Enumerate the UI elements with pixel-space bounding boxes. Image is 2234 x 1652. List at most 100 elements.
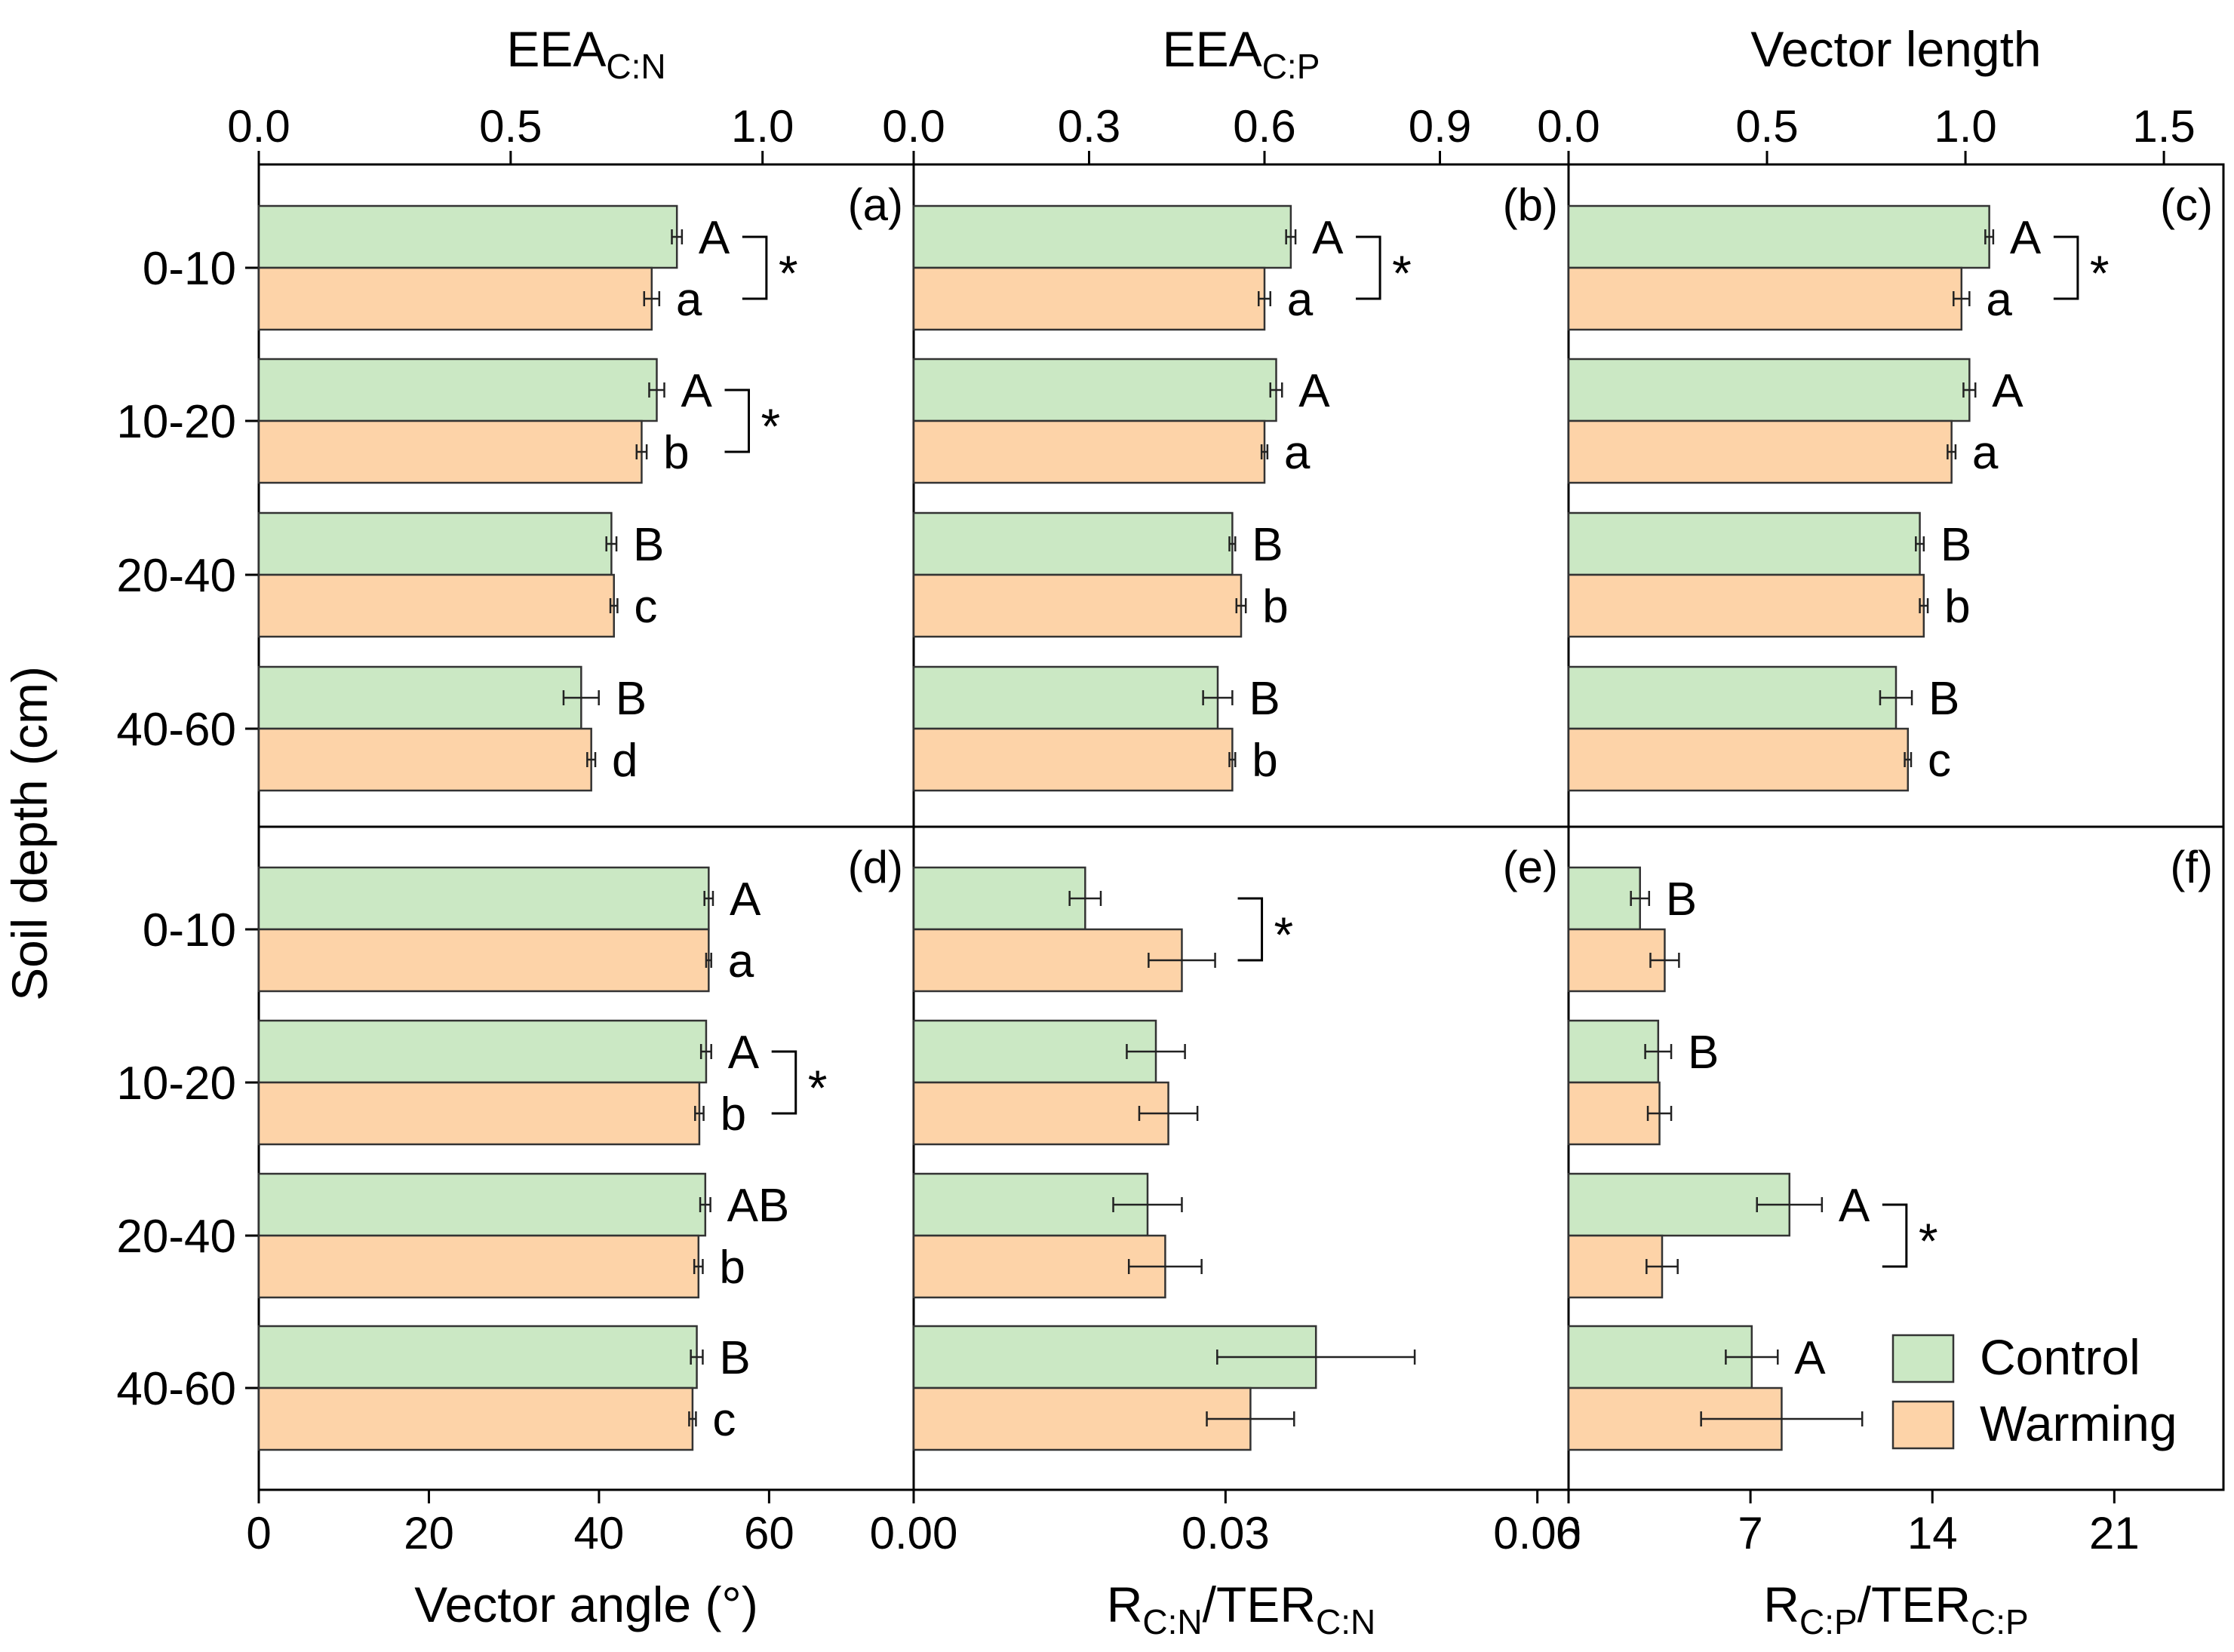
x-tick-label: 1.0 <box>731 101 794 152</box>
y-axis-label: Soil depth (cm) <box>2 666 57 1001</box>
panel-f: (f) 0 7 14 21 RC:P/TERC:P B B A * A Control Warming <box>1556 825 2225 1641</box>
warming-bar <box>1567 419 1953 484</box>
significance-letter: A <box>1312 212 1344 264</box>
warming-bar <box>257 727 592 792</box>
significance-letter: b <box>721 1089 746 1141</box>
warming-bar <box>1567 727 1910 792</box>
significance-letter: B <box>633 519 664 571</box>
warming-bar <box>912 928 1183 993</box>
warming-bar <box>257 1234 700 1299</box>
control-bar <box>257 358 658 422</box>
control-bar <box>1567 511 1921 576</box>
panel-label: (b) <box>1503 180 1558 230</box>
significance-letter: b <box>719 1242 745 1294</box>
x-tick-label: 0.06 <box>1493 1508 1581 1558</box>
significance-letter: A <box>1794 1332 1826 1384</box>
warming-bar <box>1567 1081 1661 1146</box>
legend-swatch <box>1891 1334 1955 1383</box>
warming-bar <box>1567 928 1666 993</box>
warming-bar <box>912 1081 1169 1146</box>
panel-frame <box>1567 825 2225 1491</box>
control-bar <box>1567 1019 1660 1084</box>
x-tick-label: 0.5 <box>1735 101 1798 152</box>
x-tick-label: 1.0 <box>1934 101 1996 152</box>
x-tick-label: 0.3 <box>1058 101 1120 152</box>
significance-letter: B <box>1249 673 1280 725</box>
significance-letter: B <box>616 673 647 725</box>
warming-bar <box>912 573 1243 638</box>
significance-letter: A <box>1298 365 1330 417</box>
warming-bar <box>912 419 1266 484</box>
significance-letter: A <box>699 212 730 264</box>
x-tick-label: 20 <box>404 1508 454 1558</box>
warming-bar <box>912 266 1266 331</box>
significance-letter: B <box>1941 519 1971 571</box>
x-tick-label: 0.9 <box>1409 101 1471 152</box>
panel-label: (f) <box>2170 842 2213 892</box>
y-tick-label: 0-10 <box>143 243 236 295</box>
warming-bar <box>257 266 653 331</box>
significance-letter: b <box>1262 581 1288 633</box>
control-bar <box>257 665 582 730</box>
significance-letter: AB <box>727 1180 790 1232</box>
warming-bar <box>257 928 710 993</box>
significance-star: * <box>761 398 780 454</box>
x-tick-label: 0.03 <box>1182 1508 1270 1558</box>
control-bar <box>1567 1325 1753 1389</box>
significance-letter: a <box>728 935 754 987</box>
x-tick-label: 0.00 <box>870 1508 958 1558</box>
significance-star: * <box>1392 245 1412 301</box>
significance-star: * <box>1919 1213 1938 1269</box>
control-bar <box>1567 665 1898 730</box>
y-tick-label: 10-20 <box>116 396 236 448</box>
control-bar <box>1567 866 1641 931</box>
significance-star: * <box>779 245 798 301</box>
warming-bar <box>1567 573 1925 638</box>
x-axis-title: EEAC:P <box>1163 21 1320 86</box>
control-bar <box>1567 1172 1791 1237</box>
control-bar <box>912 511 1234 576</box>
warming-bar <box>257 1081 701 1146</box>
panel-d: (d) 0-10 10-20 20-40 40-60 0 20 40 60 Vector angl… <box>116 825 915 1632</box>
y-tick-label: 40-60 <box>116 1363 236 1415</box>
warming-bar <box>257 1386 694 1451</box>
x-tick-label: 0 <box>1556 1508 1581 1558</box>
y-tick-label: 40-60 <box>116 704 236 756</box>
x-axis-title: Vector angle (°) <box>414 1577 758 1632</box>
control-bar <box>257 1019 708 1084</box>
significance-letter: B <box>719 1332 750 1384</box>
panel-label: (d) <box>848 842 903 892</box>
y-tick-label: 20-40 <box>116 550 236 602</box>
warming-bar <box>1567 266 1963 331</box>
x-tick-label: 0.0 <box>227 101 290 152</box>
significance-letter: d <box>612 735 638 787</box>
legend-label: Warming <box>1980 1396 2177 1451</box>
significance-star: * <box>1274 907 1294 963</box>
x-tick-label: 14 <box>1907 1508 1958 1558</box>
x-axis-title: EEAC:N <box>506 21 665 86</box>
control-bar <box>1567 204 1990 269</box>
control-bar <box>257 866 710 931</box>
x-tick-label: 7 <box>1738 1508 1762 1558</box>
control-bar <box>912 866 1086 931</box>
significance-letter: a <box>1972 427 1999 479</box>
significance-star: * <box>2090 245 2110 301</box>
x-tick-label: 1.5 <box>2132 101 2195 152</box>
warming-bar <box>912 727 1234 792</box>
x-tick-label: 21 <box>2089 1508 2140 1558</box>
x-tick-label: 40 <box>574 1508 625 1558</box>
significance-letter: B <box>1928 673 1959 725</box>
y-tick-label: 20-40 <box>116 1211 236 1263</box>
warming-bar <box>912 1234 1166 1299</box>
control-bar <box>257 1172 707 1237</box>
significance-letter: a <box>1287 274 1314 326</box>
significance-letter: A <box>1839 1180 1870 1232</box>
control-bar <box>912 204 1292 269</box>
x-tick-label: 0.0 <box>882 101 945 152</box>
significance-bracket <box>1237 897 1264 962</box>
control-bar <box>912 1172 1149 1237</box>
control-bar <box>257 204 678 269</box>
